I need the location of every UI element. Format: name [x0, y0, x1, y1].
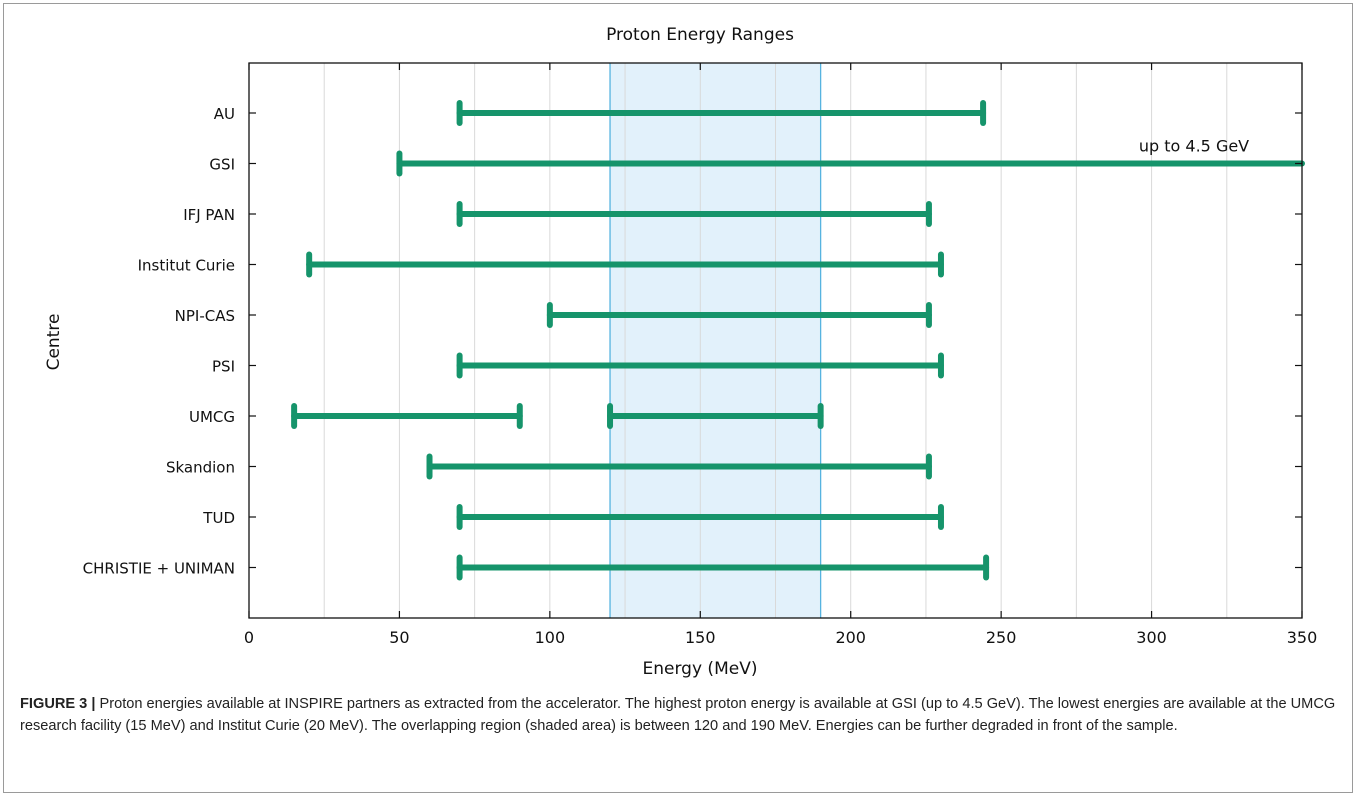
range-chart: up to 4.5 GeV 0 50 100 150 200 250 300 350 AU GSI…	[44, 25, 1318, 679]
x-tick-label: 150	[685, 628, 716, 647]
x-tick-label: 100	[535, 628, 566, 647]
y-category-label: TUD	[202, 509, 235, 527]
caption-label: FIGURE 3 |	[20, 696, 96, 712]
y-category-label: Skandion	[166, 459, 235, 477]
x-tick-label: 200	[835, 628, 866, 647]
shaded-region	[610, 63, 821, 618]
y-category-label: Institut Curie	[138, 257, 235, 275]
y-category-label: AU	[214, 105, 235, 123]
y-category-label: IFJ PAN	[183, 206, 235, 224]
y-axis-label: Centre	[44, 314, 64, 371]
x-tick-label: 250	[986, 628, 1017, 647]
y-category-label: UMCG	[189, 408, 235, 426]
x-tick-label: 0	[244, 628, 254, 647]
x-tick-label: 350	[1287, 628, 1318, 647]
figure-caption: FIGURE 3 | Proton energies available at …	[20, 694, 1345, 737]
figure-frame: up to 4.5 GeV 0 50 100 150 200 250 300 350 AU GSI…	[3, 3, 1353, 793]
bar-annotation: up to 4.5 GeV	[1139, 137, 1249, 156]
y-category-label: CHRISTIE + UNIMAN	[83, 560, 235, 578]
plot-area-border	[248, 62, 1303, 619]
chart-title: Proton Energy Ranges	[606, 25, 794, 45]
y-category-label: PSI	[212, 358, 235, 376]
x-tick-label: 50	[389, 628, 409, 647]
y-category-label: GSI	[209, 156, 235, 174]
caption-text: Proton energies available at INSPIRE par…	[20, 696, 1336, 734]
x-tick-label: 300	[1136, 628, 1167, 647]
x-axis-label: Energy (MeV)	[643, 659, 758, 679]
y-category-label: NPI-CAS	[175, 307, 235, 325]
